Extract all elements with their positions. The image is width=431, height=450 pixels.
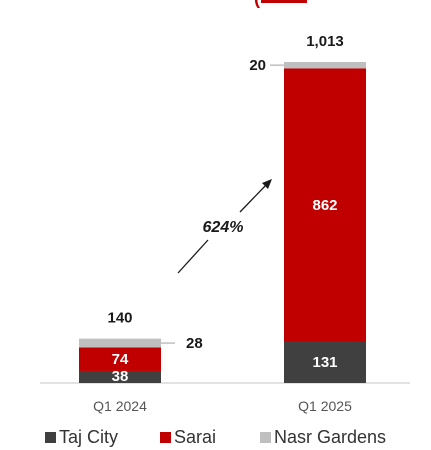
x-tick-label-0: Q1 2024: [93, 398, 147, 414]
bar-segment-1-2: [284, 62, 366, 69]
segment-label-0-1: 74: [112, 351, 129, 368]
total-label-1: 1,013: [306, 33, 344, 50]
segment-label-0-2: 28: [186, 335, 203, 352]
bar-segment-0-2: [79, 338, 161, 348]
legend-label-1: Sarai: [174, 427, 216, 447]
growth-arrow-lower: [177, 239, 209, 274]
total-label-0: 140: [107, 310, 132, 327]
legend-swatch-0: [45, 432, 56, 443]
legend-swatch-2: [260, 432, 271, 443]
segment-label-1-1: 862: [312, 197, 337, 214]
bar-segment-0-0: [79, 370, 161, 383]
x-tick-label-1: Q1 2025: [298, 398, 352, 414]
bar-segment-1-0: [284, 341, 366, 383]
segment-label-1-0: 131: [312, 354, 337, 371]
bar-segment-1-1: [284, 68, 366, 342]
bars-group: [79, 62, 366, 383]
legend: Taj City Sarai Nasr Gardens: [45, 427, 386, 447]
growth-arrow-upper: [239, 182, 269, 213]
legend-swatch-1: [160, 432, 171, 443]
segment-label-0-0: 38: [112, 368, 129, 385]
segment-label-1-2: 20: [249, 57, 266, 74]
header-fragment-tail: [261, 0, 307, 3]
legend-label-0: Taj City: [59, 427, 118, 447]
growth-arrowhead: [262, 179, 272, 189]
growth-percentage: 624%: [203, 219, 244, 236]
header-fragment: (: [254, 0, 260, 8]
bar-segment-0-1: [79, 347, 161, 371]
legend-label-2: Nasr Gardens: [274, 427, 386, 447]
growth-annotation-group: 624%: [177, 179, 272, 274]
